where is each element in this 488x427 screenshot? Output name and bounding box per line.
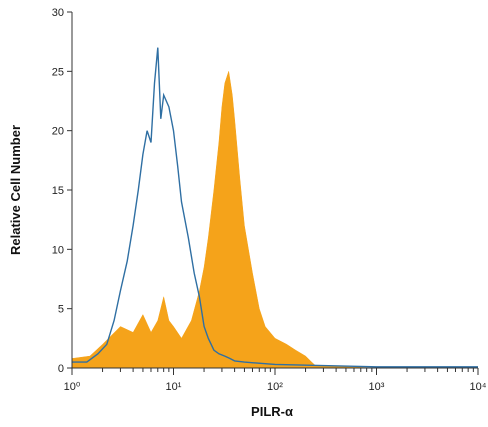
x-tick-label: 10¹ xyxy=(166,381,182,393)
y-tick-label: 30 xyxy=(52,7,64,19)
y-tick-label: 15 xyxy=(52,185,64,197)
series-layer xyxy=(71,47,478,369)
y-axis-ticks: 0 5 10 15 20 25 30 xyxy=(52,7,72,375)
x-tick-label: 10² xyxy=(267,381,283,393)
y-tick-label: 25 xyxy=(52,66,64,78)
x-tick-label: 10³ xyxy=(369,381,385,393)
x-axis-title: PILR-α xyxy=(251,404,293,419)
x-tick-label: 10⁰ xyxy=(64,381,81,393)
x-axis-ticks: 10⁰ 10¹ 10² 10³ 10⁴ xyxy=(64,368,487,393)
y-tick-label: 20 xyxy=(52,126,64,138)
y-tick-label: 5 xyxy=(58,304,64,316)
y-tick-label: 0 xyxy=(58,363,64,375)
y-axis-title: Relative Cell Number xyxy=(8,125,23,255)
y-tick-label: 10 xyxy=(52,244,64,256)
x-tick-label: 10⁴ xyxy=(470,381,487,393)
filled-histogram-series xyxy=(71,71,478,369)
outline-histogram-series xyxy=(72,47,478,368)
